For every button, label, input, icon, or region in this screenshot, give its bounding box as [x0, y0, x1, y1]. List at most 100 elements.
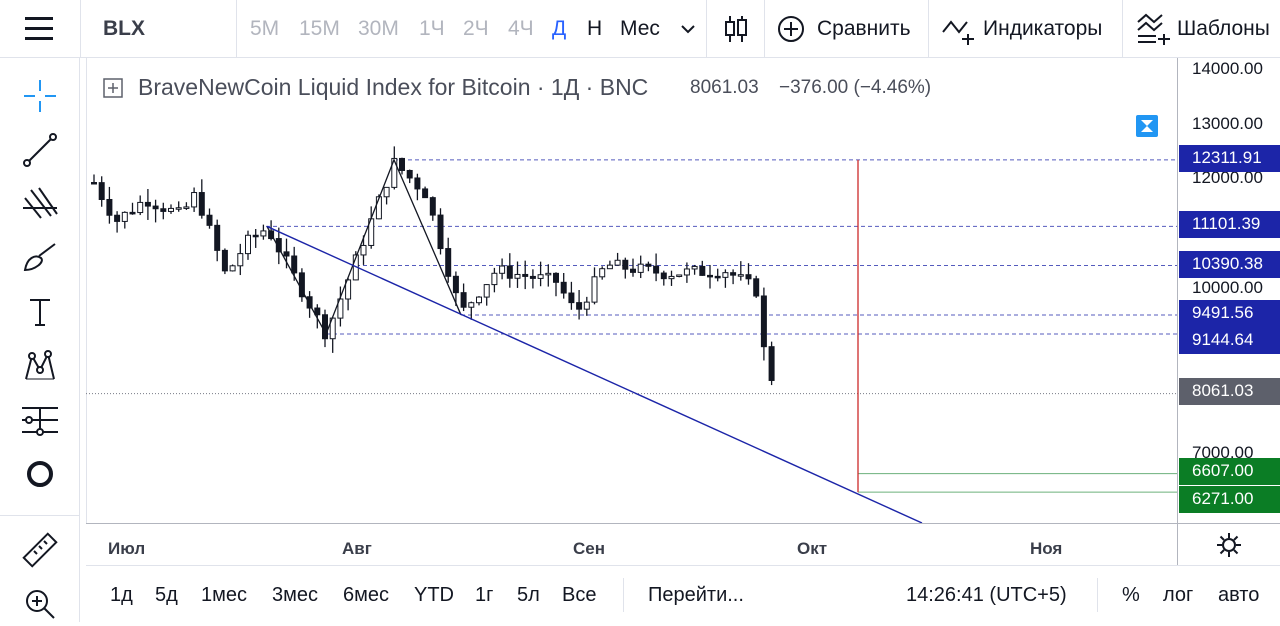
- candle-body: [144, 201, 151, 207]
- candle-body: [560, 281, 567, 294]
- templates-button[interactable]: Шаблоны: [1177, 17, 1270, 40]
- candle-body: [414, 177, 421, 190]
- range-3m[interactable]: 3мес: [272, 584, 318, 606]
- auto-scale-toggle[interactable]: авто: [1218, 584, 1260, 606]
- range-5d[interactable]: 5д: [155, 584, 178, 606]
- brush-icon: [23, 243, 56, 272]
- symbol-search-button[interactable]: BLX: [103, 17, 145, 40]
- scroll-to-latest-button[interactable]: [1136, 115, 1158, 137]
- candle-body: [529, 275, 536, 279]
- candle-body: [422, 188, 429, 199]
- timezone-clock[interactable]: 14:26:41 (UTC+5): [906, 584, 1067, 606]
- compare-plus-icon[interactable]: [777, 15, 805, 43]
- candle-body: [653, 265, 660, 274]
- candle-body: [191, 192, 198, 208]
- pattern-tool[interactable]: [17, 344, 63, 388]
- candle-body: [676, 274, 683, 277]
- fib-retracement-tool[interactable]: [17, 182, 63, 226]
- price-tick: 14000.00: [1192, 59, 1263, 78]
- candle-body: [683, 268, 690, 276]
- timeframe-month[interactable]: Мес: [620, 17, 660, 40]
- compare-button[interactable]: Сравнить: [817, 17, 911, 40]
- price-scale[interactable]: 14000.00 13000.00 12000.00 10000.00 7000…: [1177, 58, 1280, 523]
- candle-body: [537, 274, 544, 279]
- crosshair-tool[interactable]: [17, 74, 63, 118]
- timeframe-2h[interactable]: 2Ч: [463, 17, 489, 40]
- candle-body: [322, 314, 328, 340]
- chart-settings-button[interactable]: [1177, 523, 1280, 565]
- text-tool[interactable]: [17, 290, 63, 334]
- log-scale-toggle[interactable]: лог: [1163, 584, 1194, 606]
- timeframe-15m[interactable]: 15М: [299, 17, 340, 40]
- chart-type-candles-icon[interactable]: [722, 14, 750, 44]
- candle-body: [106, 198, 113, 216]
- range-6m[interactable]: 6мес: [343, 584, 389, 606]
- trend-line-icon: [23, 133, 57, 167]
- price-label-6271: 6271.00: [1179, 486, 1280, 513]
- candle-body: [491, 272, 498, 286]
- time-tick-nov: Ноя: [1030, 539, 1063, 558]
- candle-body: [714, 275, 721, 279]
- candle-body: [522, 273, 529, 277]
- text-icon: [30, 299, 50, 326]
- price-change-value: −376.00 (−4.46%): [779, 77, 932, 98]
- candle-body: [252, 234, 259, 238]
- menu-icon[interactable]: [25, 16, 55, 42]
- shape-tool[interactable]: [17, 452, 63, 496]
- timeframe-30m[interactable]: 30М: [358, 17, 399, 40]
- candle-body: [314, 307, 321, 316]
- price-label-12311: 12311.91: [1179, 145, 1280, 172]
- range-1y[interactable]: 1г: [475, 584, 494, 606]
- range-1m[interactable]: 1мес: [201, 584, 247, 606]
- percent-scale-toggle[interactable]: %: [1122, 584, 1140, 606]
- candle-body: [129, 211, 136, 215]
- candle-body: [221, 249, 228, 272]
- time-tick-aug: Авг: [342, 539, 372, 558]
- candle-body: [391, 157, 398, 188]
- downtrend-line: [266, 225, 923, 523]
- timeframe-1h[interactable]: 1Ч: [419, 17, 445, 40]
- timeframe-4h[interactable]: 4Ч: [508, 17, 534, 40]
- candle-body: [121, 211, 128, 222]
- candle-body: [499, 265, 506, 274]
- candle-body: [399, 157, 405, 171]
- measure-tool[interactable]: [17, 528, 63, 572]
- drawing-objects[interactable]: [266, 158, 923, 523]
- goto-date-button[interactable]: Перейти...: [648, 584, 744, 606]
- price-label-9144: 9144.64: [1179, 327, 1280, 354]
- range-ytd[interactable]: YTD: [414, 584, 454, 606]
- range-5y[interactable]: 5л: [517, 584, 540, 606]
- zoom-tool[interactable]: [17, 582, 63, 626]
- candle-body: [514, 273, 521, 279]
- candle-body: [630, 268, 636, 273]
- brush-tool[interactable]: [17, 236, 63, 280]
- candle-body: [691, 265, 698, 270]
- candle-body: [206, 214, 213, 226]
- chevron-down-icon[interactable]: [680, 22, 696, 36]
- candle-body: [183, 206, 190, 209]
- candle-body: [137, 201, 144, 214]
- indicators-button[interactable]: Индикаторы: [983, 17, 1103, 40]
- price-tick: 13000.00: [1192, 114, 1263, 133]
- trend-line-tool[interactable]: [17, 128, 63, 172]
- indicators-icon[interactable]: [941, 14, 977, 46]
- templates-icon[interactable]: [1136, 12, 1172, 46]
- candle-body: [707, 274, 713, 278]
- range-all[interactable]: Все: [562, 584, 597, 606]
- candle-body: [291, 255, 298, 274]
- range-1d[interactable]: 1д: [110, 584, 133, 606]
- timeframe-day[interactable]: Д: [552, 17, 567, 40]
- candle-body: [114, 214, 121, 222]
- collapse-legend-icon[interactable]: [102, 77, 124, 99]
- long-position-tool[interactable]: [17, 398, 63, 442]
- price-label-9491: 9491.56: [1179, 300, 1280, 327]
- time-axis[interactable]: Июл Авг Сен Окт Ноя: [86, 523, 1177, 565]
- candle-body: [168, 207, 174, 212]
- candle-body: [553, 272, 559, 283]
- price-tick: 10000.00: [1192, 278, 1263, 297]
- candle-body: [768, 346, 775, 381]
- price-chart[interactable]: [86, 58, 1177, 523]
- timeframe-week[interactable]: Н: [587, 17, 603, 40]
- candle-body: [606, 264, 613, 270]
- timeframe-5m[interactable]: 5М: [250, 17, 280, 40]
